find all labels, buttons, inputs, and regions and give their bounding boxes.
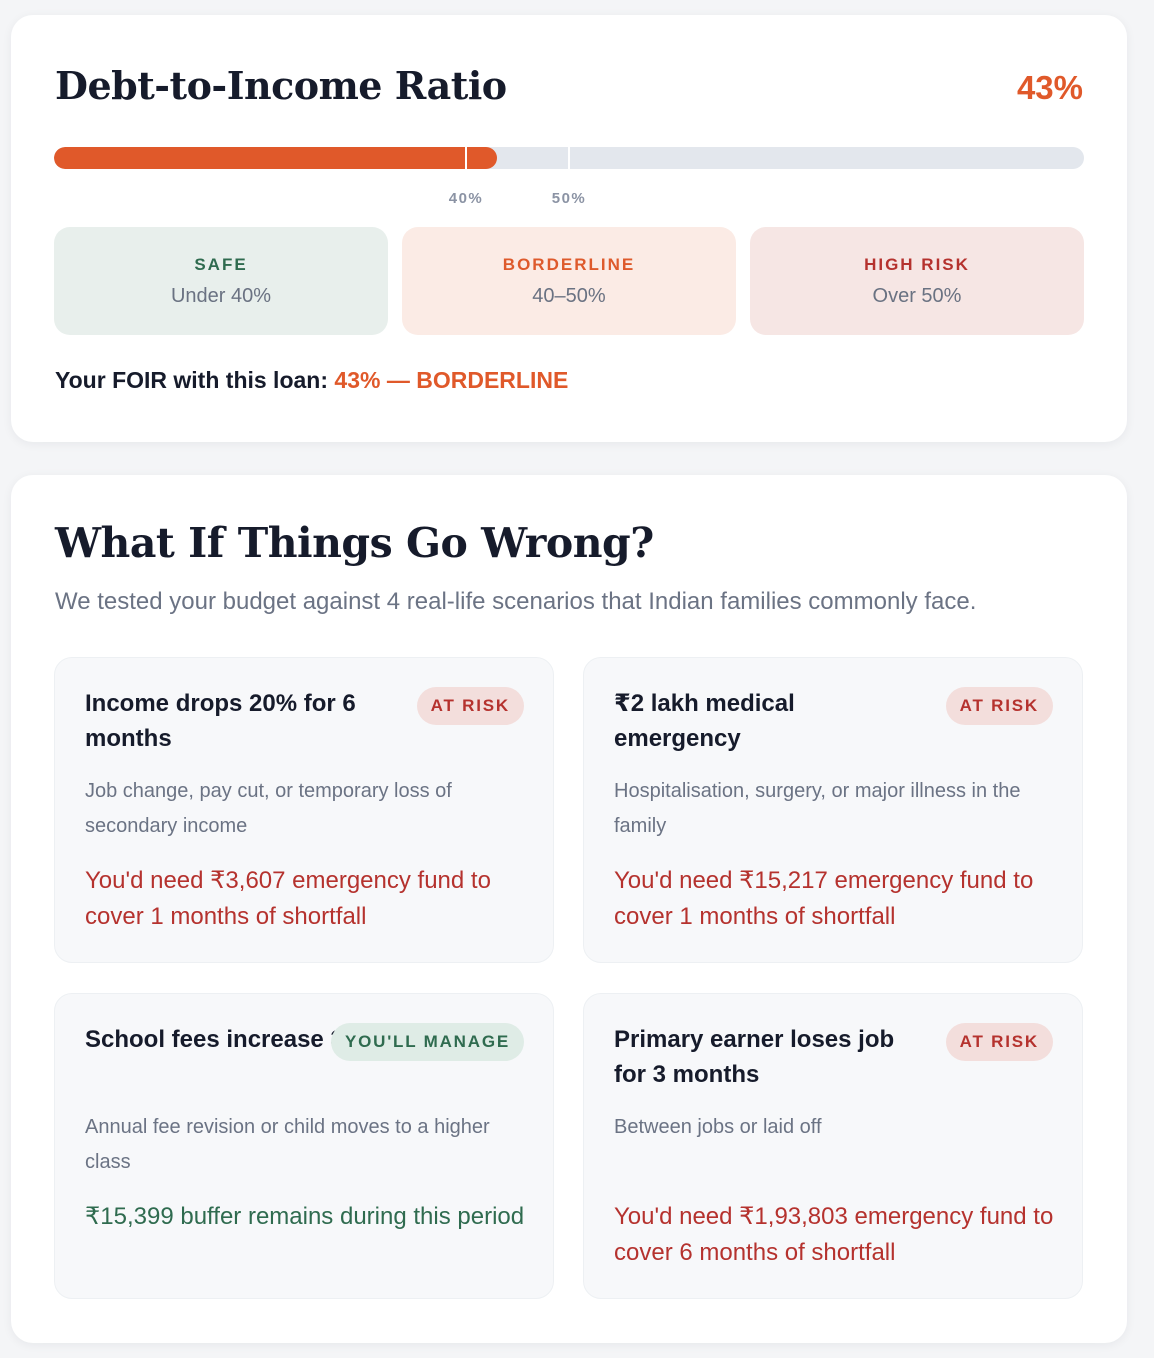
dti-title: Debt-to-Income Ratio	[55, 63, 507, 108]
dti-progress-fill	[54, 147, 497, 169]
status-badge: AT RISK	[416, 687, 524, 725]
marker-50	[568, 147, 570, 169]
scenario-card-job-loss: Primary earner loses job for 3 months AT…	[583, 993, 1083, 1299]
scenario-title: Primary earner loses job for 3 months	[614, 1026, 895, 1088]
scenario-result: You'd need ₹15,217 emergency fund to cov…	[614, 867, 1034, 930]
zone-range: Under 40%	[170, 284, 272, 307]
marker-40	[465, 147, 467, 169]
scenario-result: You'd need ₹3,607 emergency fund to cove…	[85, 867, 491, 930]
zone-name: HIGH RISK	[864, 254, 970, 274]
scenario-description: Annual fee revision or child moves to a …	[85, 1116, 490, 1173]
scenario-card-medical: ₹2 lakh medical emergency AT RISK Hospit…	[583, 657, 1083, 963]
tick-label-40: 40%	[448, 190, 484, 207]
status-badge: YOU'LL MANAGE	[330, 1023, 524, 1061]
status-badge: AT RISK	[945, 687, 1053, 725]
scenario-result: You'd need ₹1,93,803 emergency fund to c…	[614, 1203, 1054, 1266]
scenario-card-school-fees: School fees increase 30% YOU'LL MANAGE A…	[54, 993, 554, 1299]
what-if-title: What If Things Go Wrong?	[55, 519, 654, 567]
scenario-title: Income drops 20% for 6 months	[85, 690, 356, 752]
scenario-title: ₹2 lakh medical emergency	[614, 690, 795, 752]
zone-range: 40–50%	[532, 284, 606, 307]
scenario-description: Hospitalisation, surgery, or major illne…	[614, 780, 1021, 837]
dti-card: Debt-to-Income Ratio 43% 40% 50% SAFE Un…	[11, 15, 1127, 442]
scenario-description: Job change, pay cut, or temporary loss o…	[85, 780, 452, 837]
foir-value: 43% — BORDERLINE	[334, 367, 569, 393]
tick-label-50: 50%	[551, 190, 587, 207]
zone-name: BORDERLINE	[502, 254, 636, 274]
dti-value: 43%	[1016, 69, 1083, 106]
dti-progress-track	[54, 147, 1084, 169]
scenario-title: School fees increase 30%	[85, 1026, 379, 1053]
scenario-description: Between jobs or laid off	[614, 1116, 822, 1138]
zone-safe: SAFE Under 40%	[54, 227, 388, 335]
zone-range: Over 50%	[872, 284, 962, 307]
status-badge: AT RISK	[945, 1023, 1053, 1061]
what-if-card: What If Things Go Wrong? We tested your …	[11, 475, 1127, 1343]
foir-label: Your FOIR with this loan:	[55, 367, 329, 393]
zone-name: SAFE	[194, 254, 248, 274]
risk-zones: SAFE Under 40% BORDERLINE 40–50% HIGH RI…	[54, 227, 1084, 335]
zone-borderline: BORDERLINE 40–50%	[402, 227, 736, 335]
zone-high-risk: HIGH RISK Over 50%	[750, 227, 1084, 335]
scenario-card-income-drop: Income drops 20% for 6 months AT RISK Jo…	[54, 657, 554, 963]
what-if-subtitle: We tested your budget against 4 real-lif…	[55, 588, 977, 615]
foir-summary: Your FOIR with this loan: 43% — BORDERLI…	[55, 367, 568, 394]
scenario-result: ₹15,399 buffer remains during this perio…	[85, 1203, 525, 1230]
